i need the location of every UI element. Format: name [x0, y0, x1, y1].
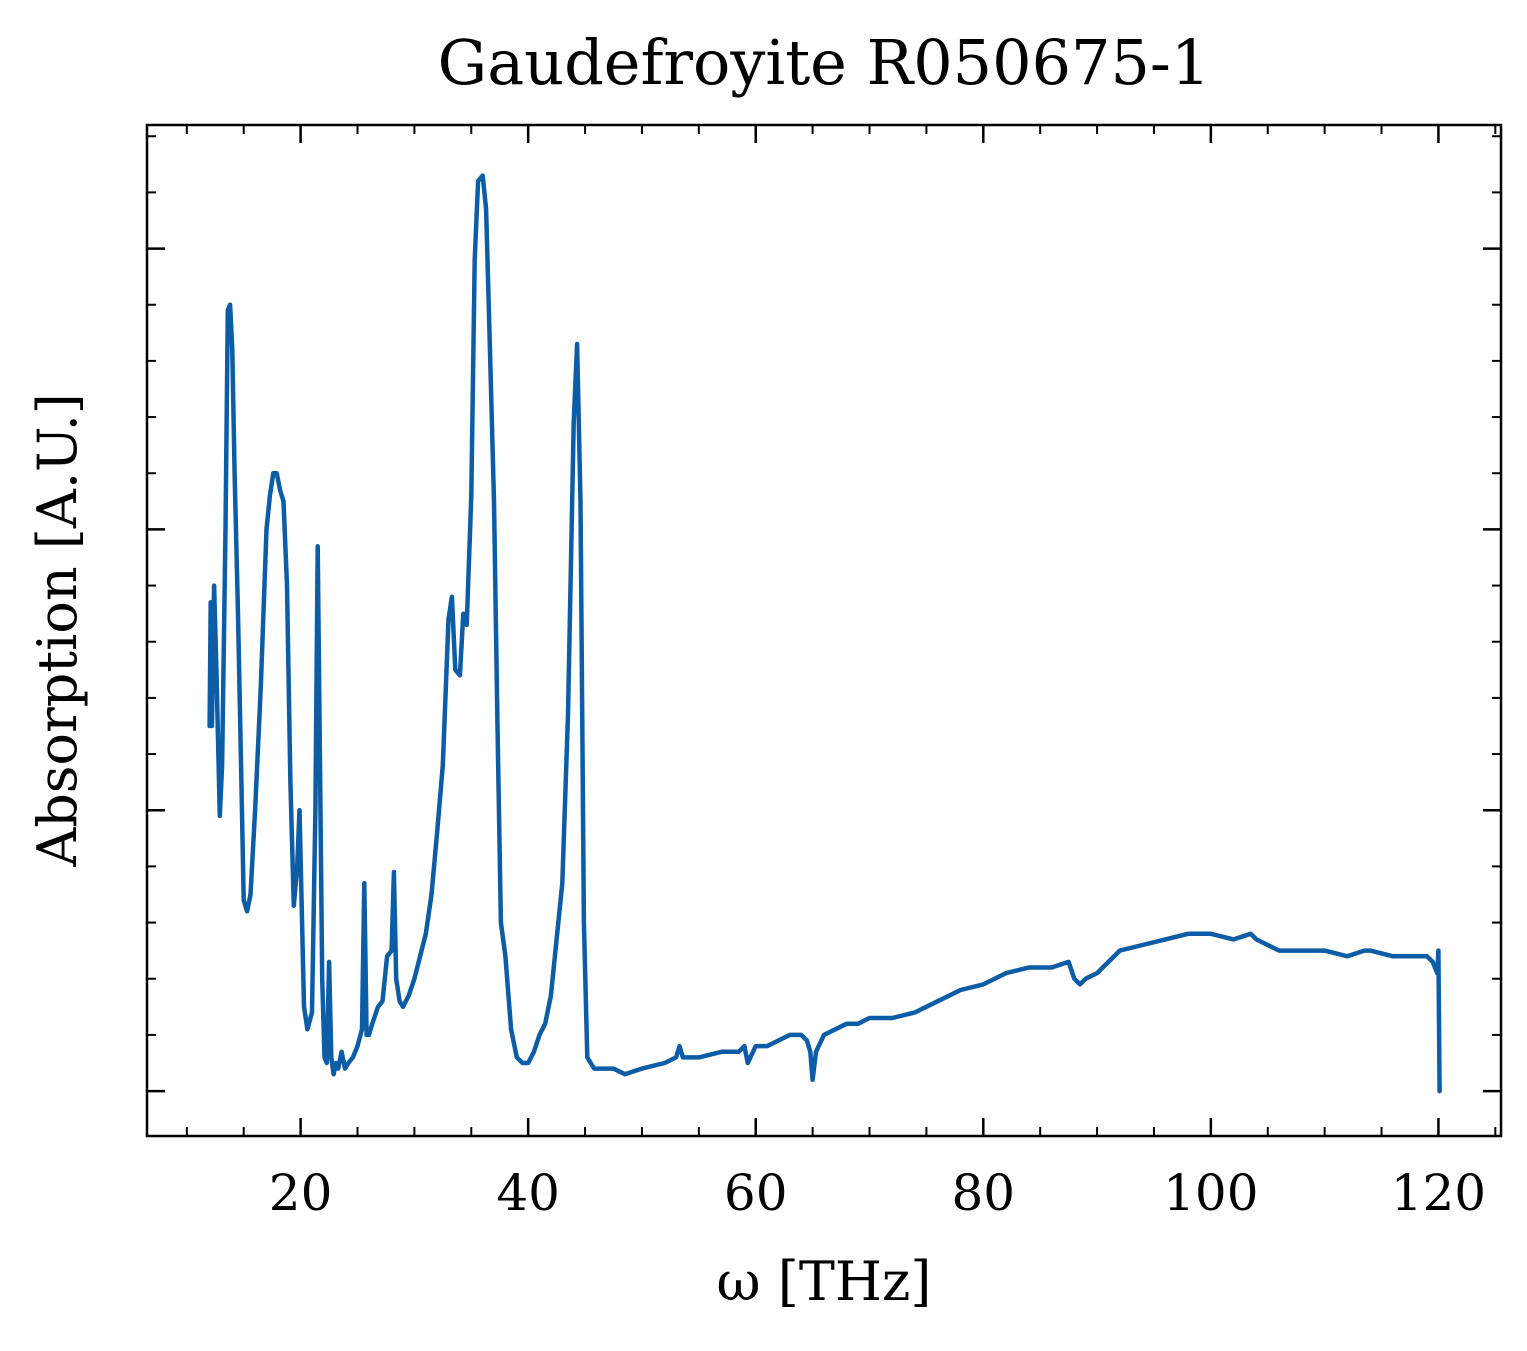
- x-axis-label: ω [THz]: [717, 1250, 932, 1313]
- plot-area-frame: [145, 123, 1503, 1138]
- chart-title: Gaudefroyite R050675-1: [438, 26, 1211, 99]
- series-layer: [207, 173, 1442, 1094]
- x-tick-label: 80: [951, 1164, 1015, 1222]
- series-line-0: [207, 173, 1442, 1094]
- ticks-layer: [147, 125, 1501, 1136]
- x-tick-label: 40: [496, 1164, 560, 1222]
- x-tick-label: 100: [1163, 1164, 1258, 1222]
- tick-labels-layer: 20 40 60 80 100 120: [269, 1164, 1486, 1222]
- x-tick-label: 20: [269, 1164, 333, 1222]
- x-tick-label: 120: [1391, 1164, 1486, 1222]
- y-axis-label: Absorption [A.U.]: [26, 393, 89, 868]
- x-tick-label: 60: [724, 1164, 788, 1222]
